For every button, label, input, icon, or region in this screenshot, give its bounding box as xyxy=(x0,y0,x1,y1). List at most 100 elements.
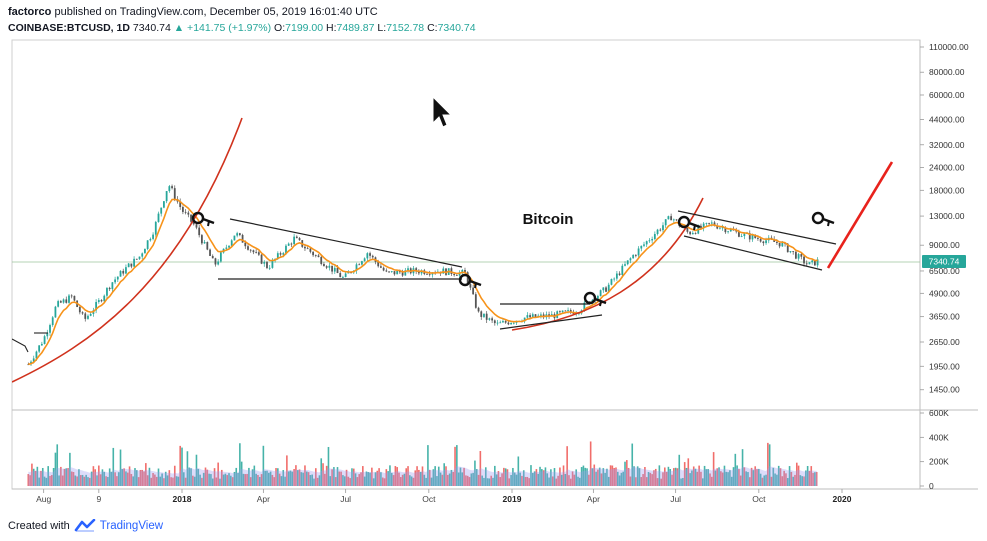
volume-bar xyxy=(34,470,37,486)
tradingview-brand[interactable]: TradingView xyxy=(99,519,164,532)
volume-bar xyxy=(392,475,395,486)
volume-bar xyxy=(329,476,332,486)
volume-bar xyxy=(40,470,42,486)
volume-bar xyxy=(116,476,118,486)
volume-bar xyxy=(398,472,400,486)
author-name[interactable]: factorco xyxy=(8,6,52,18)
volume-bar xyxy=(425,477,427,486)
candle-body xyxy=(415,268,418,272)
volume-bar xyxy=(192,475,194,486)
price-tick-label: 4900.00 xyxy=(929,288,960,298)
volume-bar xyxy=(352,468,355,486)
volume-bar xyxy=(347,476,350,486)
volume-bar xyxy=(642,474,644,486)
candle-body xyxy=(182,207,184,212)
volume-bar xyxy=(437,466,440,486)
volume-bar xyxy=(52,468,55,486)
candle-body xyxy=(757,238,759,239)
candle-body xyxy=(773,239,776,242)
bitcoin-annotation[interactable]: Bitcoin xyxy=(523,211,574,228)
channel-lower-line xyxy=(683,235,823,271)
volume-bar xyxy=(266,470,268,486)
volume-bar xyxy=(360,472,362,486)
volume-bar xyxy=(56,444,59,486)
volume-bar xyxy=(551,476,554,486)
candle-body xyxy=(154,221,157,235)
volume-bar xyxy=(568,475,570,486)
volume-bar xyxy=(399,477,402,486)
volume-bar xyxy=(148,467,151,486)
volume-bar xyxy=(374,472,377,486)
volume-bar xyxy=(644,467,646,486)
candle-body xyxy=(358,264,361,266)
time-axis[interactable]: Aug 9 2018 Apr Jul Oct 2019 Apr Jul Oct 2020 xyxy=(36,489,852,504)
candle-body xyxy=(62,299,65,303)
volume-bar xyxy=(497,471,500,486)
volume-bar xyxy=(555,478,558,486)
volume-bar xyxy=(768,444,771,486)
volume-bar xyxy=(264,470,266,486)
volume-bar xyxy=(810,466,813,486)
volume-bar xyxy=(613,467,615,486)
volume-bar xyxy=(654,468,657,486)
volume-bar xyxy=(163,478,165,486)
time-tick-label: 2020 xyxy=(833,494,852,504)
volume-bar xyxy=(629,476,632,486)
volume-bar xyxy=(253,465,256,486)
volume-bar xyxy=(134,468,136,486)
symbol-label[interactable]: COINBASE:BTCUSD, 1D xyxy=(8,22,130,34)
time-tick-label: Jul xyxy=(670,494,681,504)
volume-bar xyxy=(620,472,623,486)
volume-bar xyxy=(725,471,728,486)
volume-bar xyxy=(669,469,672,486)
volume-bar xyxy=(168,470,171,486)
volume-bar xyxy=(647,471,650,486)
marker-ring xyxy=(583,291,597,305)
volume-bar xyxy=(687,458,690,486)
volume-bar xyxy=(38,477,40,486)
volume-bar xyxy=(508,478,511,486)
candle-body xyxy=(789,251,792,253)
candle-body xyxy=(751,234,754,240)
volume-bar xyxy=(484,467,487,486)
candle-body xyxy=(792,251,795,252)
candle-body xyxy=(781,242,784,247)
candle-body xyxy=(295,236,298,239)
volume-bar xyxy=(206,469,209,486)
volume-bar xyxy=(145,463,147,486)
volume-bar xyxy=(98,465,100,486)
candle-body xyxy=(127,263,130,268)
candle-body xyxy=(613,278,616,280)
price-tick-label: 44000.00 xyxy=(929,115,965,125)
volume-bar xyxy=(475,469,478,486)
volume-bar xyxy=(541,469,543,486)
candle-body xyxy=(187,212,190,215)
candle-body xyxy=(496,322,499,324)
footer: Created with TradingView xyxy=(8,519,163,532)
candle-body xyxy=(738,231,740,237)
marker-ring xyxy=(458,273,472,287)
candle-body xyxy=(149,238,152,241)
candle-body xyxy=(816,259,819,266)
svg-text:7340.74: 7340.74 xyxy=(929,257,960,267)
candle-body xyxy=(390,271,393,272)
candle-body xyxy=(157,213,160,222)
volume-bar xyxy=(121,469,124,486)
volume-bar xyxy=(691,470,693,486)
price-tick-label: 9000.00 xyxy=(929,240,960,250)
volume-bar xyxy=(692,466,695,486)
price-axis[interactable]: 110000.00 80000.00 60000.00 44000.00 32000.0… xyxy=(920,42,969,395)
volume-bar xyxy=(219,478,221,486)
channel-upper-line xyxy=(677,210,837,245)
volume-bar xyxy=(92,466,95,486)
candle-body xyxy=(729,229,732,232)
volume-bar xyxy=(803,476,805,486)
volume-bar xyxy=(289,470,292,486)
high-label: H: xyxy=(326,22,337,34)
candle-body xyxy=(754,234,757,239)
volume-bar xyxy=(96,475,98,486)
candle-body xyxy=(808,262,811,265)
candle-body xyxy=(35,351,38,359)
volume-bar xyxy=(31,463,33,486)
